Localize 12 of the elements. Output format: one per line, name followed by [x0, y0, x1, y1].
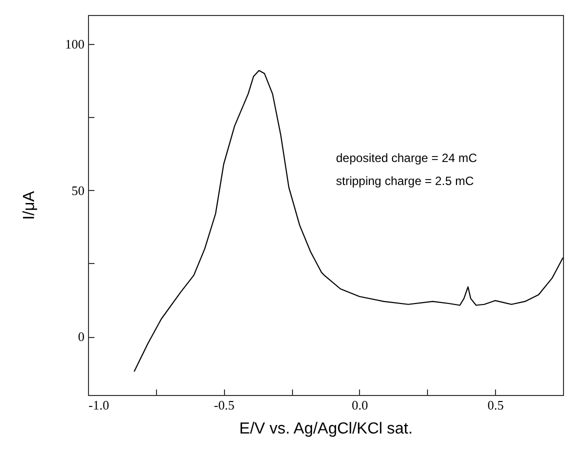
- y-axis-title: I/μA: [21, 190, 38, 220]
- y-tick-label: 100: [65, 36, 84, 52]
- line-series: [134, 70, 564, 372]
- x-tick-label: -0.5: [214, 398, 235, 412]
- annotation: stripping charge = 2.5 mC: [336, 174, 474, 188]
- x-tick-label: 0.0: [352, 398, 368, 412]
- x-axis-title: E/V vs. Ag/AgCl/KCl sat.: [239, 420, 413, 438]
- y-tick-label: 0: [78, 329, 84, 344]
- annotation: deposited charge = 24 mC: [336, 151, 478, 165]
- x-tick-label: -1.0: [88, 398, 110, 412]
- y-tick-label: 50: [72, 182, 84, 198]
- x-tick-label: 0.5: [488, 398, 504, 412]
